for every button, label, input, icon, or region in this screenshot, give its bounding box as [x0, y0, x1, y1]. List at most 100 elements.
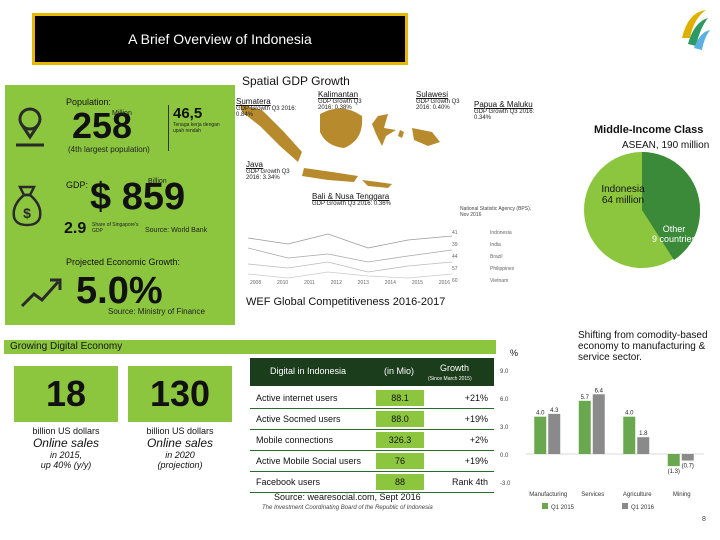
- income-pie-chart: [574, 150, 714, 275]
- chart-unit: %: [510, 348, 519, 358]
- wef-title: WEF Global Competitiveness 2016-2017: [246, 296, 446, 308]
- digital-table-header: Digital in Indonesia (in Mio) Growth (Si…: [250, 358, 494, 386]
- gdp-label: GDP:: [66, 180, 89, 190]
- bar-agriculture-1: [637, 437, 650, 454]
- category-label: Services: [581, 492, 604, 498]
- bkpm-logo: [678, 8, 710, 54]
- digital-table: Active internet users 88.1 +21% Active S…: [250, 388, 494, 493]
- bar-mining-0: [667, 454, 680, 467]
- bar-agriculture-0: [623, 416, 636, 454]
- stat2-value: 130: [149, 373, 211, 414]
- wef-row: 57 Philippines: [452, 266, 515, 272]
- y-tick-label: 3.0: [500, 425, 509, 431]
- data-label: 4.3: [550, 408, 559, 414]
- income-indonesia: Indonesia 64 million: [601, 184, 645, 206]
- y-tick-label: 9.0: [500, 369, 509, 375]
- bar-services-0: [578, 400, 591, 454]
- table-row: Active internet users 88.1 +21%: [250, 388, 494, 409]
- income-subtitle: ASEAN, 190 million: [622, 140, 710, 151]
- income-other: Other 9 countries: [651, 224, 697, 244]
- population-rank: (4th largest population): [68, 145, 150, 154]
- data-label: (0.7): [682, 464, 694, 470]
- bar-manufacturing-1: [548, 413, 561, 454]
- data-label: 6.4: [595, 388, 604, 394]
- income-title: Middle-Income Class: [594, 124, 704, 136]
- bar-services-1: [592, 394, 605, 454]
- data-label: 4.0: [625, 411, 634, 417]
- wef-row: 39 India: [452, 242, 501, 248]
- sector-chart-svg: 9.0 6.0 3.0 0.0 -3.0 4.0 4.3 Manufacturing 5.7 6.…: [500, 369, 704, 511]
- digital-header-bar: [4, 340, 496, 354]
- stat2-details: billion US dollars Online sales in 2020 …: [146, 426, 214, 470]
- col-growth-note: (Since March 2015): [428, 376, 472, 382]
- category-label: Agriculture: [623, 492, 652, 498]
- wef-row: 41 Indonesia: [452, 230, 512, 236]
- col-growth: Growth: [440, 363, 470, 373]
- gdp-growth-value: 2.9: [64, 220, 87, 237]
- digital-source: Source: wearesocial.com, Sept 2016: [274, 492, 421, 502]
- page-title: A Brief Overview of Indonesia: [128, 31, 312, 47]
- stat2-box: 130: [128, 366, 232, 422]
- gdp-source: Source: World Bank: [145, 227, 208, 234]
- workforce-note: Tenaga kerja dengan upah rendah: [173, 122, 220, 134]
- col-mio: (in Mio): [384, 366, 415, 376]
- projected-label: Projected Economic Growth:: [66, 257, 181, 267]
- table-row: Mobile connections 326.3 +2%: [250, 430, 494, 451]
- projected-source: Source: Ministry of Finance: [108, 307, 205, 316]
- gdp-growth-note: Share of Singapore's GDP: [92, 222, 139, 234]
- region-sulawesi: Sulawesi GDP Growth Q3 2016: 0.40%: [416, 90, 460, 111]
- region-papua-maluku: Papua & Maluku GDP Growth Q3 2016: 0.34%: [474, 100, 535, 121]
- page-number: 8: [702, 516, 706, 523]
- category-label: Mining: [673, 492, 691, 498]
- workforce-box: 46,5 Tenaga kerja dengan upah rendah: [168, 105, 227, 151]
- y-tick-label: 0.0: [500, 453, 509, 459]
- footer-text: The Investment Coordinating Board of the…: [262, 505, 433, 511]
- stats-panel: [5, 85, 235, 325]
- data-label: 4.0: [536, 411, 545, 417]
- sector-bar-chart: 9.0 6.0 3.0 0.0 -3.0 4.0 4.3 Manufacturing 5.7 6.…: [498, 362, 708, 512]
- data-label: (1.3): [668, 469, 680, 475]
- table-row: Active Mobile Social users 76 +19%: [250, 451, 494, 472]
- stat1-details: billion US dollars Online sales in 2015,…: [32, 426, 100, 470]
- wef-row: 44 Brazil: [452, 254, 503, 260]
- bar-mining-1: [681, 454, 694, 461]
- money-bag-icon: $: [10, 183, 44, 232]
- digital-table-title: Digital in Indonesia: [270, 366, 347, 376]
- stat1-box: 18: [14, 366, 118, 422]
- bps-source: National Statistic Agency (BPS), Nov 201…: [460, 206, 532, 218]
- population-pin-icon: [12, 105, 48, 156]
- stat1-value: 18: [45, 373, 87, 414]
- projected-value: 5.0%: [76, 270, 163, 312]
- gdp-value: $ 859: [90, 176, 186, 218]
- legend-label: Q1 2016: [631, 505, 655, 511]
- region-java: Java GDP Growth Q3 2016: 3.34%: [246, 160, 290, 181]
- spatial-title: Spatial GDP Growth: [242, 74, 350, 88]
- legend-swatch: [542, 503, 548, 509]
- category-label: Manufacturing: [529, 492, 567, 498]
- title-banner: A Brief Overview of Indonesia: [32, 13, 408, 65]
- gdp-unit: Billion: [148, 178, 167, 185]
- wef-line-chart: [247, 228, 453, 286]
- data-label: 1.8: [639, 431, 648, 437]
- workforce-value: 46,5: [173, 105, 203, 122]
- region-sumatera: Sumatera GDP Growth Q3 2016: 0.84%: [236, 97, 297, 118]
- wef-years: 2008 2010 2011 2012 2013 2014 2015 2016: [250, 280, 450, 286]
- wef-row: 60 Vietnam: [452, 278, 509, 284]
- table-row: Active Socmed users 88.0 +19%: [250, 409, 494, 430]
- bar-manufacturing-0: [534, 416, 547, 454]
- digital-section-title: Growing Digital Economy: [10, 341, 123, 352]
- region-bali-nusa: Bali & Nusa Tenggara GDP Growth Q3 2016:…: [312, 192, 391, 207]
- wef-legend: 41 Indonesia 39 India 44 Brazil 57 Philippin…: [452, 230, 552, 290]
- y-tick-label: 6.0: [500, 397, 509, 403]
- population-value: 258: [72, 105, 133, 146]
- legend-label: Q1 2015: [551, 505, 575, 511]
- indonesia-map: [232, 80, 442, 230]
- data-label: 5.7: [581, 395, 590, 401]
- population-unit: Million: [112, 110, 132, 117]
- svg-text:$: $: [23, 205, 31, 221]
- growth-arrow-icon: [20, 270, 64, 315]
- legend-swatch: [622, 503, 628, 509]
- region-kalimantan: Kalimantan GDP Growth Q3 2016: 0.38%: [318, 90, 362, 111]
- population-label: Population:: [66, 97, 112, 107]
- table-row: Facebook users 88 Rank 4th: [250, 472, 494, 493]
